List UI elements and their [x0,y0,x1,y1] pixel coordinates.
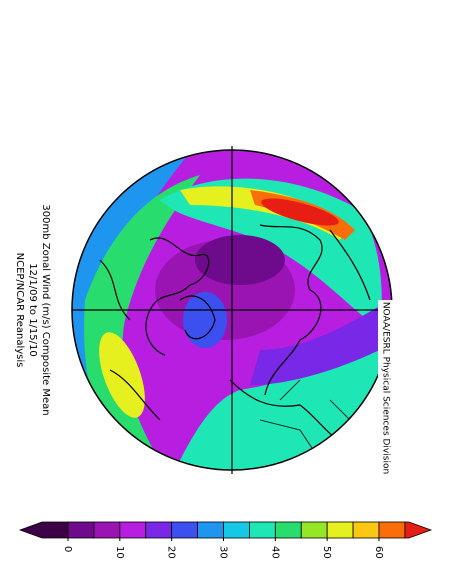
colorbar-tick-label: 40 [269,546,280,559]
colorbar-swatch [171,521,198,539]
coastlines [99,224,371,446]
colorbar-swatch [197,521,224,539]
colorbar-swatch [119,521,147,539]
colorbar-tick-label: 0 [62,546,73,552]
field-center-blue [183,292,227,348]
colorbar-swatch [274,521,302,539]
colorbar-swatch [67,521,95,539]
colorbar-swatch [249,521,276,539]
colorbar-swatch [352,521,380,539]
field-yellow [99,332,145,418]
colorbar-swatch [326,521,354,539]
colorbar-extension [404,521,433,539]
map-title: 300mb Zonal Wind (m/s) Composite Mean [40,204,51,415]
field-jet-red [261,198,339,226]
field-violet [250,300,390,385]
colorbar-extension [18,521,69,539]
colorbar-swatch [300,521,328,539]
colorbar-tick-label: 50 [321,546,332,559]
credit-label: NOAA/ESRL Physical Sciences Division [381,302,391,474]
colorbar-tick-label: 60 [373,546,384,559]
field-center-dark [195,235,285,285]
colorbar-swatch [145,521,173,539]
colorbar-swatch [378,521,406,539]
colorbar-swatch [93,521,121,539]
colorbar: 0 10 20 30 40 50 60 [18,521,433,559]
colorbar-tick-label: 30 [218,546,229,559]
data-source: NCEP/NCAR Reanalysis [14,253,25,368]
colorbar-tick-label: 20 [166,546,177,559]
colorbar-swatch [223,521,250,539]
credit-box [378,300,394,476]
field-green [84,175,200,470]
colorbar-tick-label: 10 [114,546,125,559]
field-jet-yellow [180,186,350,240]
map-subtitle: 12/1/09 to 1/15/10 [27,263,38,357]
